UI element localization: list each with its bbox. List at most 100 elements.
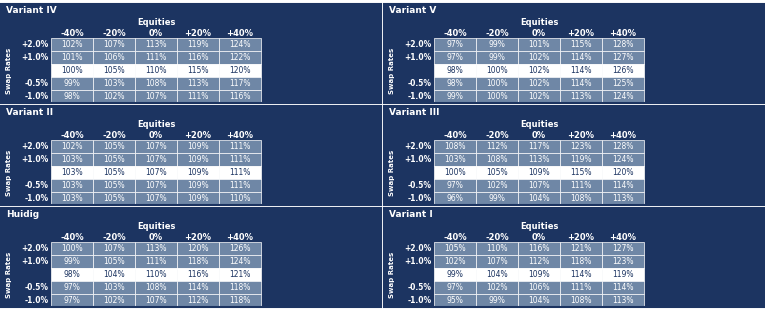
Text: 108%: 108% bbox=[570, 194, 592, 203]
Text: Variant V: Variant V bbox=[389, 6, 436, 15]
Text: Swap Rates: Swap Rates bbox=[6, 252, 12, 298]
Text: 109%: 109% bbox=[187, 168, 209, 177]
Text: +1.0%: +1.0% bbox=[405, 155, 432, 164]
Text: 107%: 107% bbox=[145, 194, 167, 203]
Text: -40%: -40% bbox=[443, 29, 467, 38]
Bar bbox=[401, 192, 434, 205]
Text: -1.0%: -1.0% bbox=[408, 296, 432, 305]
Bar bbox=[219, 294, 261, 307]
Text: Variant IV: Variant IV bbox=[6, 6, 57, 15]
Bar bbox=[602, 77, 644, 90]
Text: +40%: +40% bbox=[610, 131, 636, 140]
Bar bbox=[1, 4, 381, 103]
Bar bbox=[219, 192, 261, 205]
Bar bbox=[476, 192, 518, 205]
Bar bbox=[219, 140, 261, 153]
Text: 111%: 111% bbox=[230, 155, 251, 164]
Bar bbox=[560, 140, 602, 153]
Bar bbox=[93, 268, 135, 281]
Bar bbox=[135, 192, 177, 205]
Text: 121%: 121% bbox=[571, 244, 591, 253]
Text: +40%: +40% bbox=[226, 131, 253, 140]
Text: 105%: 105% bbox=[487, 168, 508, 177]
Text: Swap Rates: Swap Rates bbox=[389, 48, 396, 94]
Text: -20%: -20% bbox=[485, 29, 509, 38]
Text: 102%: 102% bbox=[529, 79, 550, 88]
Text: 124%: 124% bbox=[230, 257, 251, 266]
Bar bbox=[93, 140, 135, 153]
Text: 107%: 107% bbox=[487, 257, 508, 266]
Bar bbox=[219, 77, 261, 90]
Text: 115%: 115% bbox=[187, 66, 209, 75]
Text: 111%: 111% bbox=[187, 92, 209, 101]
Bar bbox=[51, 242, 93, 255]
Bar bbox=[93, 51, 135, 64]
Bar bbox=[401, 294, 434, 307]
Text: Swap Rates: Swap Rates bbox=[389, 252, 396, 298]
Bar bbox=[384, 130, 764, 141]
Text: 109%: 109% bbox=[528, 168, 550, 177]
Bar bbox=[401, 166, 434, 179]
Text: 0%: 0% bbox=[532, 29, 546, 38]
Bar bbox=[560, 179, 602, 192]
Bar bbox=[401, 179, 434, 192]
Text: +1.0%: +1.0% bbox=[405, 257, 432, 266]
Bar bbox=[602, 140, 644, 153]
Bar bbox=[93, 242, 135, 255]
Text: 120%: 120% bbox=[612, 168, 633, 177]
Bar bbox=[560, 281, 602, 294]
Bar bbox=[560, 90, 602, 103]
Text: 107%: 107% bbox=[103, 244, 125, 253]
Bar bbox=[51, 51, 93, 64]
Bar bbox=[476, 38, 518, 51]
Text: 109%: 109% bbox=[187, 181, 209, 190]
Bar bbox=[602, 90, 644, 103]
Text: 105%: 105% bbox=[444, 244, 466, 253]
Text: 98%: 98% bbox=[63, 92, 80, 101]
Bar bbox=[434, 242, 476, 255]
Bar bbox=[384, 106, 764, 205]
Bar bbox=[518, 153, 560, 166]
Text: 114%: 114% bbox=[612, 283, 633, 292]
Text: 102%: 102% bbox=[103, 92, 125, 101]
Text: 107%: 107% bbox=[103, 40, 125, 49]
Bar bbox=[51, 255, 93, 268]
Bar bbox=[135, 51, 177, 64]
Text: 118%: 118% bbox=[230, 283, 251, 292]
Text: -1.0%: -1.0% bbox=[25, 296, 49, 305]
Text: 113%: 113% bbox=[612, 296, 633, 305]
Text: 103%: 103% bbox=[61, 168, 83, 177]
Bar bbox=[518, 38, 560, 51]
Text: 109%: 109% bbox=[528, 270, 550, 279]
Text: 103%: 103% bbox=[444, 155, 466, 164]
Text: 0%: 0% bbox=[149, 29, 163, 38]
Bar bbox=[93, 64, 135, 77]
Text: -20%: -20% bbox=[103, 233, 125, 242]
Text: 107%: 107% bbox=[145, 92, 167, 101]
Text: 109%: 109% bbox=[187, 155, 209, 164]
Text: +20%: +20% bbox=[568, 29, 594, 38]
Text: 105%: 105% bbox=[103, 142, 125, 151]
Text: 105%: 105% bbox=[103, 257, 125, 266]
Text: 108%: 108% bbox=[487, 155, 508, 164]
Bar bbox=[476, 77, 518, 90]
Text: 127%: 127% bbox=[612, 244, 633, 253]
Text: Variant III: Variant III bbox=[389, 108, 440, 117]
Bar bbox=[93, 77, 135, 90]
Text: 114%: 114% bbox=[570, 53, 592, 62]
Text: 101%: 101% bbox=[529, 40, 550, 49]
Text: 112%: 112% bbox=[187, 296, 209, 305]
Text: 108%: 108% bbox=[145, 283, 167, 292]
Bar bbox=[476, 64, 518, 77]
Text: 115%: 115% bbox=[570, 168, 592, 177]
Bar bbox=[135, 38, 177, 51]
Bar bbox=[602, 179, 644, 192]
Bar bbox=[177, 179, 219, 192]
Text: +2.0%: +2.0% bbox=[21, 142, 49, 151]
Text: 118%: 118% bbox=[571, 257, 591, 266]
Bar bbox=[51, 90, 93, 103]
Bar bbox=[135, 268, 177, 281]
Text: Equities: Equities bbox=[137, 222, 175, 231]
Text: 102%: 102% bbox=[103, 296, 125, 305]
Bar bbox=[384, 243, 401, 307]
